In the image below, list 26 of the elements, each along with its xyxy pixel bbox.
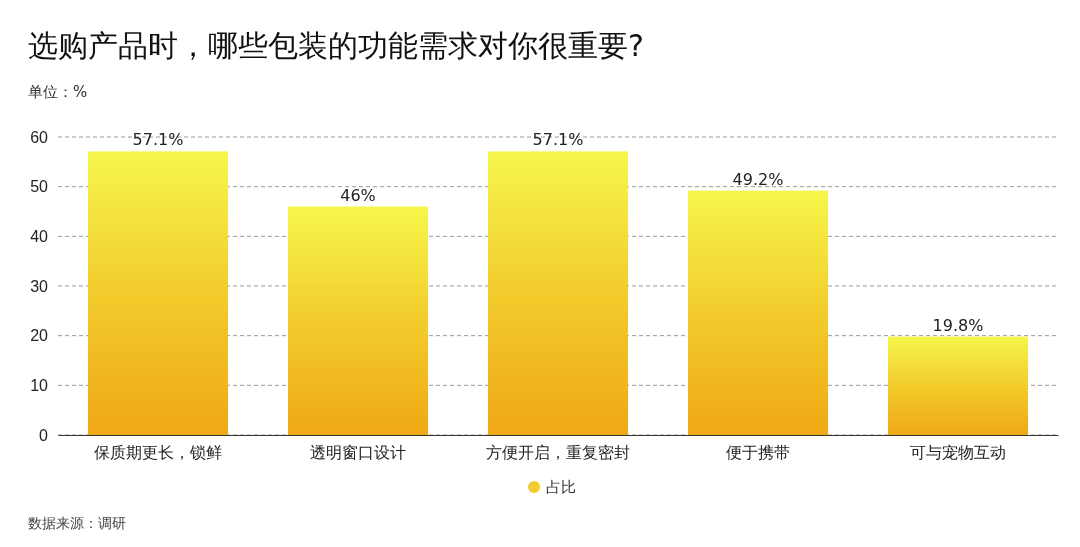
text: 19.8% <box>932 315 984 335</box>
bar <box>888 336 1028 435</box>
text: 49.2% <box>732 169 784 189</box>
legend-label: 占比 <box>546 478 576 496</box>
x-tick-label: 便于携带 <box>726 444 790 462</box>
y-tick-label: 60 <box>30 128 49 146</box>
text: 46% <box>340 185 376 205</box>
chart-title: 选购产品时，哪些包装的功能需求对你很重要? <box>28 28 644 63</box>
y-tick-label: 30 <box>30 277 49 295</box>
x-tick-label: 保质期更长，锁鲜 <box>94 444 222 462</box>
bar <box>88 151 228 435</box>
text: 57.1% <box>532 130 584 150</box>
y-tick-label: 10 <box>30 376 49 394</box>
x-tick-label: 可与宠物互动 <box>910 444 1006 462</box>
x-tick-label: 方便开启，重复密封 <box>486 444 630 462</box>
y-tick-label: 40 <box>30 227 49 245</box>
text: 57.1% <box>132 130 184 150</box>
source-note: 数据来源：调研 <box>28 515 126 531</box>
y-tick-label: 50 <box>30 178 49 196</box>
x-tick-label: 透明窗口设计 <box>310 444 406 462</box>
bar <box>688 190 828 435</box>
y-tick-label: 0 <box>39 426 49 444</box>
y-axis-title: 单位：% <box>28 83 88 101</box>
bar <box>488 151 628 435</box>
bar <box>288 206 428 435</box>
y-tick-label: 20 <box>30 327 49 345</box>
